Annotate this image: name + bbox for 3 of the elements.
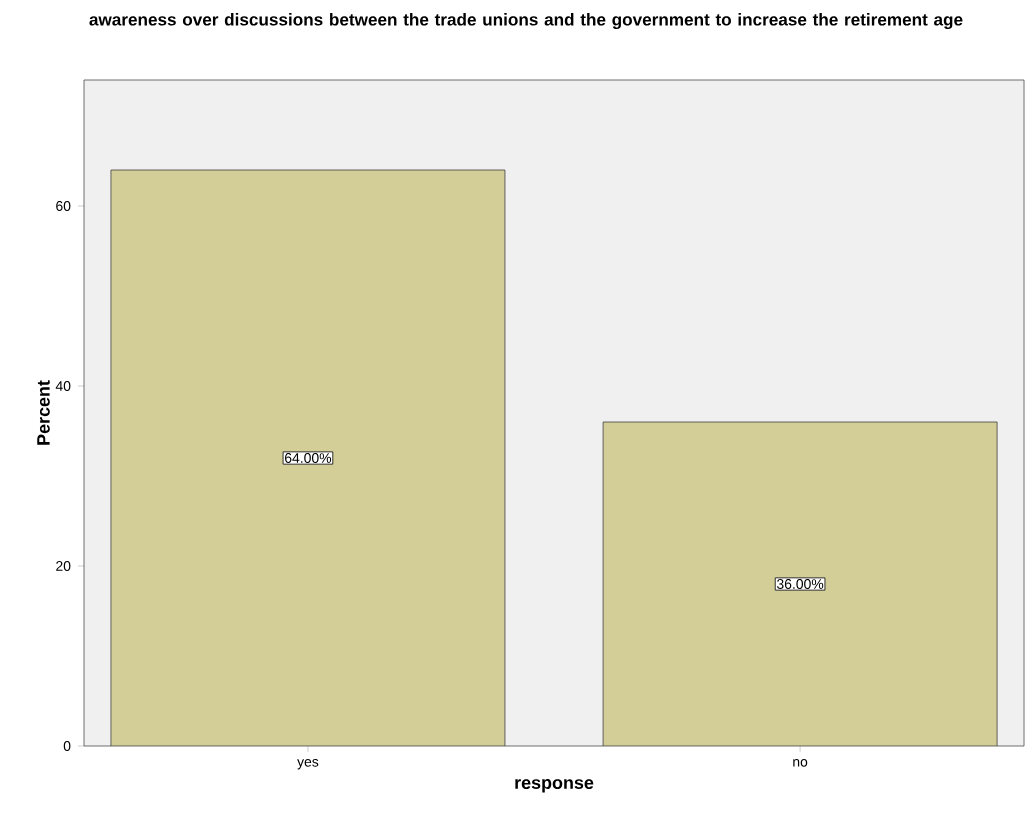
y-axis-title: Percent [37,380,50,445]
x-axis-title: response [515,779,594,793]
chart-title: awareness over discussions between the trade unions and the government to increase the retirement age [89,13,963,30]
